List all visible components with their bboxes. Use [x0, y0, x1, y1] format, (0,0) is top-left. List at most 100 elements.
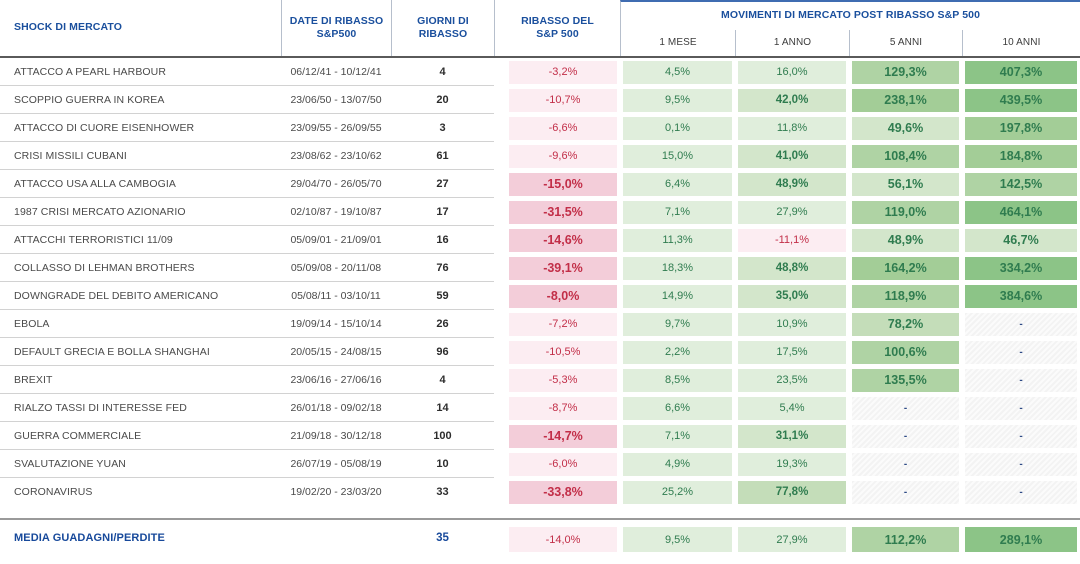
cell-5-anni: 118,9%	[849, 282, 962, 310]
cell-date-range: 05/08/11 - 03/10/11	[281, 282, 391, 310]
pct-value: 49,6%	[852, 116, 959, 140]
pct-value: 142,5%	[965, 172, 1077, 196]
cell-1-anno: 35,0%	[735, 282, 849, 310]
pct-value: -14,0%	[509, 527, 617, 552]
pct-value: -	[965, 368, 1077, 392]
pct-value: 184,8%	[965, 144, 1077, 168]
pct-value: 7,1%	[623, 200, 732, 224]
summary-ribasso: -14,0%	[494, 520, 620, 556]
pct-value: 9,5%	[623, 88, 732, 112]
pct-value: -39,1%	[509, 256, 617, 280]
pct-value: 289,1%	[965, 527, 1077, 552]
cell-shock: ATTACCHI TERRORISTICI 11/09	[0, 226, 281, 254]
pct-value: -3,2%	[509, 60, 617, 84]
pct-value: 129,3%	[852, 60, 959, 84]
pct-value: -	[965, 424, 1077, 448]
cell-ribasso: -8,7%	[494, 394, 620, 422]
cell-shock: SCOPPIO GUERRA IN KOREA	[0, 86, 281, 114]
cell-5-anni: -	[849, 422, 962, 450]
cell-shock: RIALZO TASSI DI INTERESSE FED	[0, 394, 281, 422]
summary-1-anno: 27,9%	[735, 520, 849, 556]
cell-10-anni: -	[962, 310, 1080, 338]
cell-giorni: 96	[391, 338, 494, 366]
cell-giorni: 61	[391, 142, 494, 170]
pct-value: 112,2%	[852, 527, 959, 552]
cell-5-anni: 135,5%	[849, 366, 962, 394]
cell-5-anni: 100,6%	[849, 338, 962, 366]
cell-ribasso: -31,5%	[494, 198, 620, 226]
cell-giorni: 4	[391, 58, 494, 86]
column-header-date-line1: DATE DI RIBASSO	[289, 14, 384, 27]
cell-giorni: 17	[391, 198, 494, 226]
pct-value: 407,3%	[965, 60, 1077, 84]
cell-shock: DEFAULT GRECIA E BOLLA SHANGHAI	[0, 338, 281, 366]
pct-value: 35,0%	[738, 284, 846, 308]
pct-value: 17,5%	[738, 340, 846, 364]
pct-value: -10,5%	[509, 340, 617, 364]
summary-label: MEDIA GUADAGNI/PERDITE	[14, 532, 165, 544]
pct-value: 164,2%	[852, 256, 959, 280]
cell-date-range: 19/02/20 - 23/03/20	[290, 486, 382, 498]
cell-1-anno: 77,8%	[735, 478, 849, 506]
column-header-1-mese: 1 MESE	[620, 30, 735, 56]
cell-ribasso: -5,3%	[494, 366, 620, 394]
cell-1-anno: 41,0%	[735, 142, 849, 170]
cell-ribasso: -8,0%	[494, 282, 620, 310]
pct-value: 119,0%	[852, 200, 959, 224]
summary-date-empty	[281, 520, 391, 556]
cell-giorni: 20	[391, 86, 494, 114]
cell-1-mese: 2,2%	[620, 338, 735, 366]
cell-giorni: 4	[391, 366, 494, 394]
pct-value: 197,8%	[965, 116, 1077, 140]
pct-value: 14,9%	[623, 284, 732, 308]
pct-value: 9,7%	[623, 312, 732, 336]
cell-ribasso: -6,6%	[494, 114, 620, 142]
pct-value: -	[965, 452, 1077, 476]
cell-ribasso: -10,5%	[494, 338, 620, 366]
cell-date-range: 05/09/01 - 21/09/01	[281, 226, 391, 254]
cell-date-range: 23/06/16 - 27/06/16	[281, 366, 391, 394]
cell-date-range: 02/10/87 - 19/10/87	[281, 198, 391, 226]
column-header-shock: SHOCK DI MERCATO	[14, 21, 122, 34]
column-header-date-line2: S&P500	[316, 28, 357, 40]
cell-1-mese: 9,7%	[620, 310, 735, 338]
cell-1-mese: 8,5%	[620, 366, 735, 394]
pct-value: 41,0%	[738, 144, 846, 168]
cell-shock: SVALUTAZIONE YUAN	[0, 450, 281, 478]
cell-giorni: 26	[391, 310, 494, 338]
cell-1-anno: 48,8%	[735, 254, 849, 282]
column-header-ribasso-line1: RIBASSO DEL	[521, 14, 594, 27]
cell-1-anno: 19,3%	[735, 450, 849, 478]
pct-value: -	[852, 424, 959, 448]
pct-value: 25,2%	[623, 480, 732, 504]
cell-5-anni: 129,3%	[849, 58, 962, 86]
pct-value: -6,6%	[509, 116, 617, 140]
pct-value: 23,5%	[738, 368, 846, 392]
pct-value: 8,5%	[623, 368, 732, 392]
pct-value: -	[852, 396, 959, 420]
pct-value: -9,6%	[509, 144, 617, 168]
cell-giorni: 14	[391, 394, 494, 422]
pct-value: 19,3%	[738, 452, 846, 476]
column-header-giorni: GIORNI DI RIBASSO	[391, 0, 494, 56]
pct-value: 100,6%	[852, 340, 959, 364]
pct-value: -	[965, 480, 1077, 504]
cell-shock: GUERRA COMMERCIALE	[0, 422, 281, 450]
cell-1-mese: 6,4%	[620, 170, 735, 198]
cell-1-anno: 23,5%	[735, 366, 849, 394]
cell-5-anni: 78,2%	[849, 310, 962, 338]
cell-5-anni: -	[849, 394, 962, 422]
cell-5-anni: 48,9%	[849, 226, 962, 254]
cell-shock: BREXIT	[0, 366, 281, 394]
cell-10-anni: -	[962, 394, 1080, 422]
pct-value: 334,2%	[965, 256, 1077, 280]
pct-value: 42,0%	[738, 88, 846, 112]
pct-value: 4,5%	[623, 60, 732, 84]
cell-10-anni: 334,2%	[962, 254, 1080, 282]
pct-value: 48,8%	[738, 256, 846, 280]
pct-value: -31,5%	[509, 200, 617, 224]
cell-5-anni: 119,0%	[849, 198, 962, 226]
pct-value: 384,6%	[965, 284, 1077, 308]
cell-date-range: 19/09/14 - 15/10/14	[281, 310, 391, 338]
